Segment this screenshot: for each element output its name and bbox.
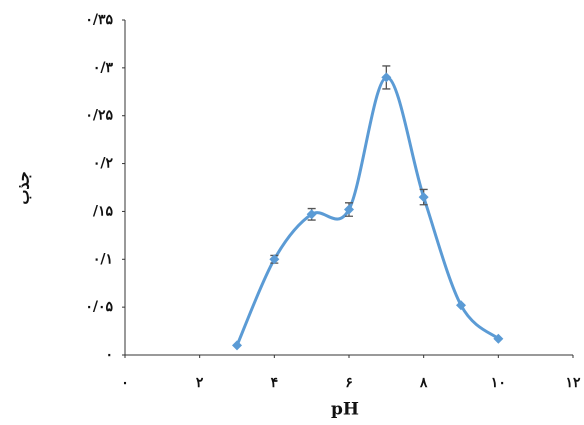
x-tick-label: ۱۰ — [491, 375, 506, 391]
x-axis-label: pH — [331, 400, 359, 420]
data-point — [493, 333, 504, 344]
y-tick-label: ۰/۰۵ — [85, 299, 113, 315]
y-tick-label: ۰/۲ — [93, 156, 114, 172]
data-point — [306, 209, 317, 220]
data-point — [344, 204, 354, 215]
y-tick-label: ۰/۱ — [93, 251, 113, 267]
x-tick-label: ۱۲ — [565, 375, 581, 391]
data-point — [456, 300, 466, 311]
y-tick-label: ۰/۲۵ — [85, 108, 113, 124]
x-tick-label: ۲ — [196, 375, 204, 391]
data-point — [381, 72, 392, 83]
x-tick-label: ۶ — [345, 375, 353, 391]
x-tick-label: ۰ — [121, 375, 129, 391]
data-point — [269, 254, 280, 265]
data-point — [232, 340, 242, 351]
y-tick-label: /۱۵ — [93, 203, 114, 219]
x-tick-label: ۴ — [271, 375, 279, 391]
data-line — [235, 75, 500, 347]
y-axis-label: جذب — [14, 171, 33, 204]
y-tick-label: ۰/۳ — [93, 60, 114, 76]
y-tick-label: ۰/۳۵ — [85, 12, 113, 28]
y-tick-label: ۰ — [105, 347, 113, 363]
data-point — [418, 192, 429, 203]
x-tick-label: ۸ — [419, 375, 428, 391]
